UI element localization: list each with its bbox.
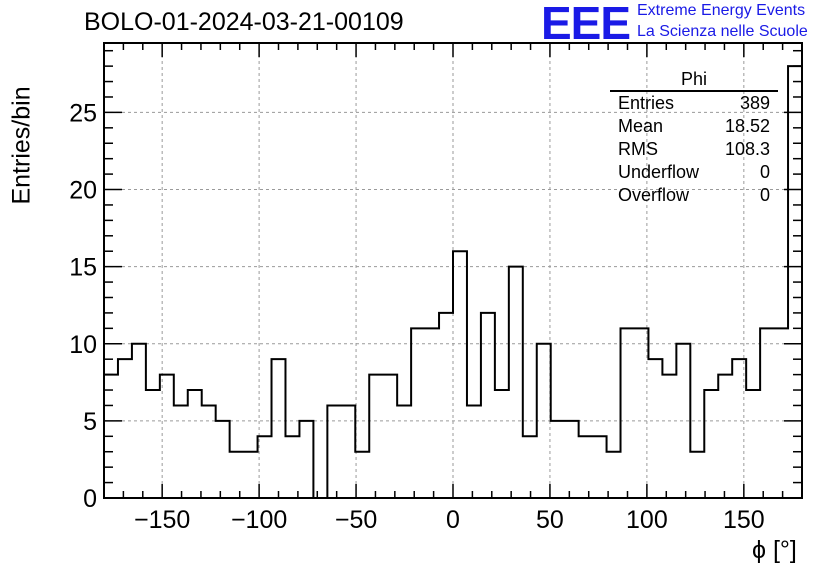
stats-row-mean: Mean 18.52	[610, 115, 778, 138]
stats-label: Mean	[618, 116, 664, 136]
x-tick-label: −150	[134, 506, 190, 534]
eee-logo: EEE	[541, 0, 631, 49]
x-tick-label: −100	[231, 506, 287, 534]
y-tick-label: 15	[69, 254, 97, 282]
y-tick-label: 10	[69, 331, 97, 359]
stats-row-overflow: Overflow 0	[610, 184, 778, 207]
y-axis-label: Entries/bin	[7, 86, 36, 205]
stats-label: Underflow	[618, 162, 700, 182]
stats-value: 0	[759, 185, 770, 205]
y-tick-label: 25	[69, 99, 97, 127]
x-tick-label: 150	[723, 506, 765, 534]
stats-value: 389	[739, 93, 770, 113]
stats-label: Entries	[618, 93, 675, 113]
y-tick-label: 0	[83, 485, 97, 513]
x-axis-label: ϕ [°]	[752, 536, 797, 564]
x-tick-label: 100	[626, 506, 668, 534]
y-axis-label-box: Entries/bin	[2, 86, 42, 204]
stats-title: Phi	[610, 68, 778, 92]
histogram-series	[103, 65, 803, 499]
y-tick-label: 5	[83, 408, 97, 436]
y-tick-label: 20	[69, 177, 97, 205]
logo-tagline-1: Extreme Energy Events	[637, 2, 806, 19]
x-tick-label: −50	[335, 506, 377, 534]
logo-tagline-2: La Scienza nelle Scuole	[637, 23, 808, 40]
stats-value: 0	[759, 162, 770, 182]
stats-row-entries: Entries 389	[610, 92, 778, 115]
stats-label: Overflow	[618, 185, 690, 205]
plot-title: BOLO-01-2024-03-21-00109	[84, 8, 404, 36]
stats-row-underflow: Underflow 0	[610, 161, 778, 184]
stats-value: 18.52	[724, 116, 770, 136]
stats-row-rms: RMS 108.3	[610, 138, 778, 161]
stats-label: RMS	[618, 139, 658, 159]
x-tick-label: 0	[446, 506, 460, 534]
stats-value: 108.3	[724, 139, 770, 159]
stats-box: Phi Entries 389 Mean 18.52 RMS 108.3 Underf…	[610, 68, 778, 207]
x-tick-label: 50	[536, 506, 564, 534]
